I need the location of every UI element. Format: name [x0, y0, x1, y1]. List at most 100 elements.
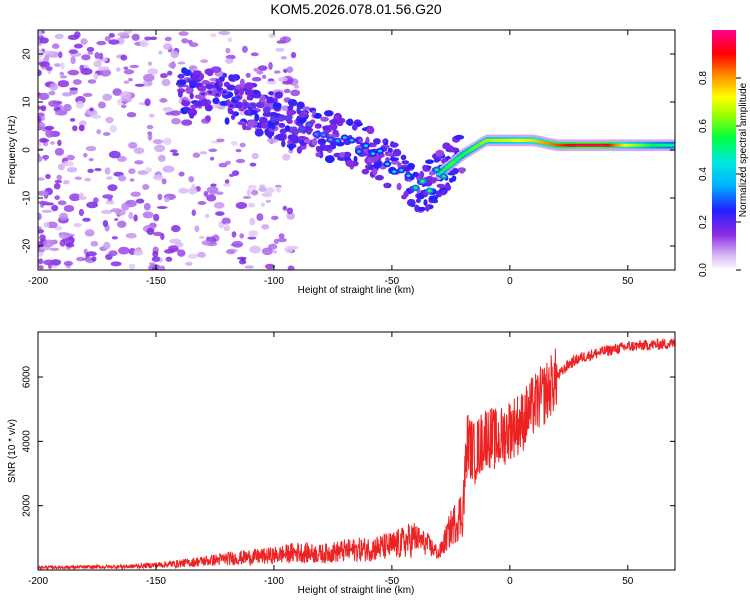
spectrogram-cell — [146, 124, 154, 130]
spectrogram-cell — [208, 148, 218, 153]
spectrogram-cell — [158, 50, 163, 55]
spectrogram-cell — [251, 76, 262, 82]
spectrogram-cell — [442, 167, 448, 171]
spectrogram-cell — [96, 40, 107, 46]
spectrogram-cell — [200, 98, 208, 107]
spectrogram-cell — [328, 138, 333, 142]
spectrogram-cell — [111, 236, 118, 240]
spectrogram-cell — [168, 245, 179, 252]
colorbar-gradient — [712, 30, 736, 270]
spectrogram-cell — [38, 69, 42, 77]
spectrogram-cell — [264, 108, 269, 112]
spectrogram-cell — [51, 204, 59, 212]
spectrogram-cell — [287, 134, 297, 141]
spectrogram-cell — [265, 199, 271, 203]
spectrogram-cell — [46, 221, 58, 229]
spectrogram-cell — [281, 140, 286, 148]
spectrogram-cell — [204, 213, 210, 218]
spectrogram-cell — [164, 36, 172, 42]
spectrogram-cell — [197, 85, 207, 92]
spectrogram-cell — [420, 179, 425, 183]
spectrogram-cell — [57, 139, 62, 146]
spectrogram-cell — [128, 263, 136, 270]
colorbar-ticks: 0.0 0.2 0.4 0.6 0.8 — [698, 71, 741, 277]
spectrogram-cell — [290, 51, 297, 59]
x-tick-label: -100 — [264, 576, 284, 587]
spectrogram-cell — [45, 130, 55, 138]
spectrogram-cell — [50, 141, 55, 145]
spectrogram-cell — [257, 65, 268, 71]
spectrogram-cell — [247, 184, 257, 190]
spectrogram-cell — [82, 92, 93, 97]
spectrogram-cell — [387, 147, 393, 153]
spectrogram-cell — [94, 52, 100, 59]
spectrogram-cell — [135, 198, 145, 204]
spectrogram-cell — [226, 249, 236, 255]
spectrogram-cell — [272, 102, 282, 110]
spectrogram-cell — [417, 206, 427, 211]
spectrogram-cell — [43, 154, 48, 161]
spectrogram-cell — [192, 152, 201, 158]
spectrogram-cell — [189, 92, 194, 100]
spectrogram-cell — [266, 80, 277, 85]
spectrogram-cell — [442, 142, 451, 150]
spectrogram-cell — [94, 168, 102, 172]
spectrogram-cell — [183, 107, 191, 112]
spectrogram-cell — [276, 186, 281, 193]
spectrogram-cell — [118, 174, 127, 182]
spectrogram-cell — [98, 52, 104, 60]
spectrogram-cell — [68, 49, 79, 54]
spectrogram-cell — [102, 93, 113, 102]
spectrogram-cell — [248, 230, 259, 238]
spectrogram-cell — [345, 159, 354, 167]
colorbar-tick-label: 0.6 — [698, 119, 709, 133]
spectrogram-cell — [203, 190, 209, 197]
spectrogram-cell — [337, 156, 347, 161]
spectrogram-cell — [384, 182, 390, 188]
spectrogram-cell — [396, 182, 402, 191]
spectrogram-cell — [222, 72, 227, 78]
spectrogram-cell — [260, 202, 265, 207]
spectrogram-cell — [146, 81, 153, 86]
spectrogram-cell — [188, 176, 195, 183]
spectrogram-cell — [361, 168, 370, 175]
spectrogram-cell — [105, 116, 114, 124]
spectrogram-cell — [57, 200, 67, 206]
spectrogram-cell — [222, 90, 227, 94]
spectrogram-cell — [194, 225, 200, 233]
spectrogram-cell — [69, 87, 78, 91]
spectrogram-cell — [231, 231, 237, 238]
spectrogram-cell — [93, 72, 99, 80]
spectrogram-cell — [125, 232, 137, 239]
spectrogram-cell — [267, 131, 273, 139]
spectrogram-cell — [61, 92, 73, 97]
spectrogram-cell — [125, 200, 132, 205]
spectrogram-cell — [191, 209, 196, 216]
spectrogram-cell — [48, 90, 56, 96]
spectrogram-cell — [115, 67, 121, 72]
spectrogram-cell — [390, 141, 395, 147]
spectrogram-cell — [227, 37, 233, 43]
spectrogram-cell — [215, 93, 220, 96]
spectrogram-cell — [328, 124, 337, 130]
spectrogram-ylabel: Frequency (Hz) — [7, 116, 18, 185]
spectrogram-cell — [287, 265, 295, 270]
spectrogram-cell — [78, 124, 85, 132]
spectrogram-cell — [436, 183, 446, 188]
spectrogram-cell — [59, 71, 65, 76]
spectrogram-cell — [283, 88, 291, 94]
spectrogram-cell — [303, 138, 311, 144]
spectrogram-cell — [72, 79, 82, 85]
spectrogram-cell — [188, 80, 198, 86]
spectrogram-cell — [159, 265, 166, 270]
spectrogram-cell — [235, 148, 242, 153]
spectrogram-cell — [253, 67, 259, 72]
spectrogram-cell — [153, 213, 160, 222]
spectrogram-cell — [38, 226, 42, 230]
spectrogram-cell — [278, 233, 285, 239]
spectrogram-cell — [178, 187, 189, 194]
spectrogram-cell — [458, 167, 465, 174]
spectrogram-cell — [117, 220, 127, 228]
spectrogram-cell — [74, 176, 83, 180]
spectrogram-cell — [157, 193, 163, 201]
